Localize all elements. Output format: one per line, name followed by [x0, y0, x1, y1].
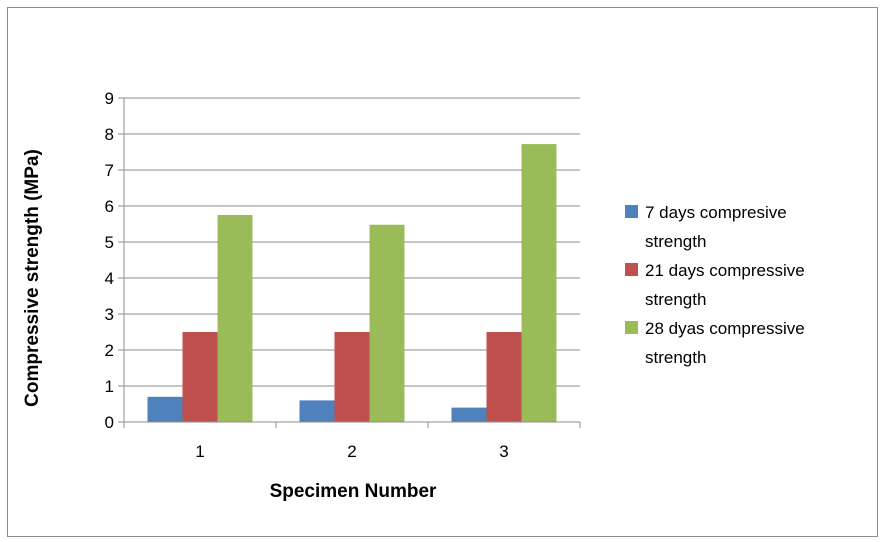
- y-tick-label: 0: [105, 413, 114, 432]
- x-tick-label: 3: [499, 442, 508, 461]
- y-tick-label: 9: [105, 89, 114, 108]
- legend-label-line: 28 dyas compressive: [645, 319, 805, 338]
- legend-label-line: 7 days compresive: [645, 203, 787, 222]
- legend-label-line: strength: [645, 232, 706, 251]
- legend-swatch: [625, 205, 638, 218]
- bar-series-3-cat-3: [521, 144, 557, 422]
- y-tick-label: 3: [105, 305, 114, 324]
- legend-swatch: [625, 263, 638, 276]
- bar-series-1-cat-3: [451, 407, 487, 422]
- y-tick-label: 6: [105, 197, 114, 216]
- legend-label: 28 dyas compressive strength: [645, 319, 805, 367]
- bar-series-1-cat-2: [299, 400, 335, 422]
- legend-label-line: 21 days compressive: [645, 261, 805, 280]
- y-tick-label: 8: [105, 125, 114, 144]
- bar-series-2-cat-2: [334, 332, 370, 422]
- legend-label-line: strength: [645, 290, 706, 309]
- bar-series-2-cat-3: [486, 332, 522, 422]
- x-tick-label: 2: [347, 442, 356, 461]
- x-axis-label: Specimen Number: [270, 481, 437, 502]
- legend-label: 7 days compresive strength: [645, 203, 787, 251]
- chart-frame: [7, 7, 878, 537]
- bar-series-2-cat-1: [182, 332, 218, 422]
- axes: 0 1 2 3 4 5 6 7 8 9 1 2 3: [105, 89, 581, 461]
- legend-label: 21 days compressive strength: [645, 261, 805, 309]
- y-tick-label: 4: [105, 269, 114, 288]
- bar-series-3-cat-1: [217, 215, 253, 422]
- y-tick-label: 2: [105, 341, 114, 360]
- y-axis-label: Compressive strength (MPa): [22, 149, 43, 407]
- y-tick-label: 7: [105, 161, 114, 180]
- y-tick-label: 5: [105, 233, 114, 252]
- bar-series-3-cat-2: [369, 224, 405, 422]
- bars: [147, 144, 557, 422]
- x-tick-label: 1: [195, 442, 204, 461]
- legend-swatch: [625, 321, 638, 334]
- y-tick-label: 1: [105, 377, 114, 396]
- legend-label-line: strength: [645, 348, 706, 367]
- bar-series-1-cat-1: [147, 396, 183, 422]
